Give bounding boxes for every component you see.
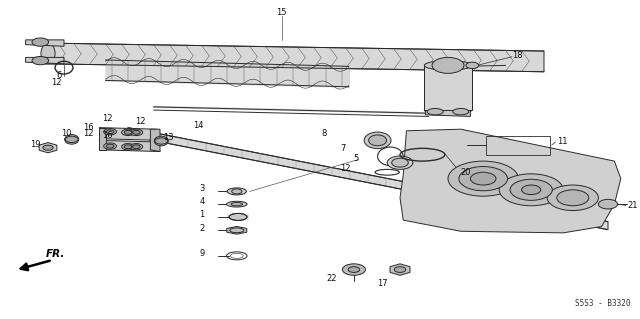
Circle shape: [104, 143, 116, 149]
Polygon shape: [424, 65, 472, 110]
Text: 9: 9: [200, 249, 205, 258]
Polygon shape: [99, 140, 160, 152]
Text: 2: 2: [200, 224, 205, 233]
Circle shape: [470, 172, 496, 185]
Ellipse shape: [227, 188, 246, 195]
Text: 13: 13: [163, 133, 173, 142]
Polygon shape: [390, 264, 410, 275]
Circle shape: [432, 57, 464, 73]
Ellipse shape: [227, 201, 247, 207]
Text: 12: 12: [340, 164, 351, 173]
Circle shape: [122, 144, 134, 150]
Circle shape: [499, 174, 563, 206]
Text: 14: 14: [193, 121, 204, 130]
Ellipse shape: [387, 156, 413, 169]
Polygon shape: [400, 129, 621, 233]
Polygon shape: [99, 128, 160, 140]
Circle shape: [342, 264, 365, 275]
Circle shape: [104, 129, 116, 135]
Text: 22: 22: [326, 274, 337, 283]
Ellipse shape: [231, 203, 243, 206]
Text: 12: 12: [51, 78, 61, 87]
Ellipse shape: [65, 135, 79, 144]
Ellipse shape: [453, 108, 468, 115]
Ellipse shape: [154, 136, 168, 146]
Circle shape: [466, 62, 479, 69]
Circle shape: [43, 145, 53, 150]
Circle shape: [448, 161, 518, 196]
Ellipse shape: [424, 61, 472, 70]
Polygon shape: [45, 43, 544, 72]
Ellipse shape: [364, 132, 391, 149]
Text: 1: 1: [200, 210, 205, 219]
Text: 20: 20: [461, 168, 471, 177]
Text: 15: 15: [276, 8, 287, 17]
Circle shape: [106, 144, 114, 148]
Circle shape: [348, 267, 360, 272]
Text: 7: 7: [340, 144, 346, 153]
Ellipse shape: [369, 135, 387, 146]
Circle shape: [130, 144, 143, 150]
Text: 12: 12: [136, 117, 146, 126]
Ellipse shape: [41, 43, 55, 64]
Text: 8: 8: [321, 129, 326, 138]
Text: 12: 12: [102, 114, 113, 123]
Text: 3: 3: [200, 184, 205, 193]
Circle shape: [510, 179, 552, 200]
Text: 21: 21: [627, 201, 637, 210]
Polygon shape: [128, 128, 608, 230]
Polygon shape: [426, 108, 470, 116]
Polygon shape: [150, 129, 160, 152]
Polygon shape: [26, 57, 64, 64]
Text: 16: 16: [102, 131, 113, 140]
Circle shape: [232, 189, 242, 194]
Circle shape: [598, 199, 618, 209]
Circle shape: [522, 185, 541, 195]
Circle shape: [65, 136, 78, 143]
Text: 16: 16: [83, 123, 93, 132]
Circle shape: [106, 130, 114, 134]
Text: 5: 5: [353, 154, 358, 163]
Circle shape: [155, 138, 168, 144]
Circle shape: [124, 145, 132, 149]
Circle shape: [132, 145, 140, 149]
Text: 4: 4: [200, 197, 205, 206]
Text: S5S3 - B3320: S5S3 - B3320: [575, 299, 630, 308]
Ellipse shape: [392, 158, 408, 167]
Polygon shape: [26, 40, 64, 46]
Text: FR.: FR.: [46, 249, 65, 259]
Circle shape: [124, 130, 132, 134]
Text: 10: 10: [61, 129, 71, 137]
Polygon shape: [227, 226, 247, 234]
Ellipse shape: [428, 108, 444, 115]
Circle shape: [32, 38, 49, 46]
Circle shape: [130, 129, 143, 136]
Bar: [486, 136, 550, 155]
Ellipse shape: [229, 213, 247, 220]
Text: 18: 18: [512, 51, 523, 60]
Text: 6: 6: [56, 71, 61, 80]
Circle shape: [557, 190, 589, 206]
Text: 19: 19: [30, 140, 40, 149]
Text: 17: 17: [378, 279, 388, 288]
Polygon shape: [39, 143, 57, 153]
Circle shape: [459, 167, 508, 191]
Circle shape: [394, 267, 406, 272]
Circle shape: [122, 129, 134, 136]
Polygon shape: [99, 128, 106, 150]
Text: 12: 12: [83, 129, 93, 137]
Ellipse shape: [424, 105, 472, 115]
Circle shape: [32, 56, 49, 65]
Circle shape: [547, 185, 598, 211]
Circle shape: [132, 130, 140, 134]
Text: 11: 11: [557, 137, 567, 146]
